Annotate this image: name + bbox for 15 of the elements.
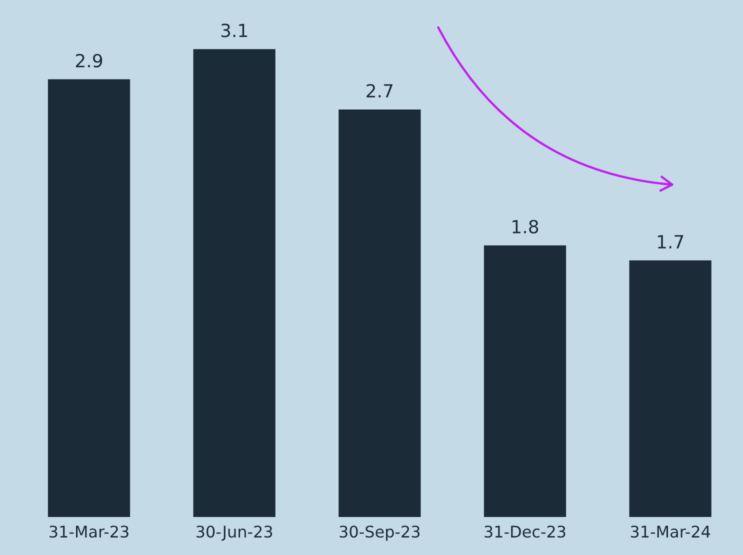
x-tick-label: 30-Sep-23 [340, 526, 420, 541]
x-tick-label: 31-Mar-23 [50, 526, 128, 538]
bar [629, 260, 712, 517]
bar [48, 79, 130, 517]
x-tick-label: 31-Dec-23 [484, 526, 566, 538]
data-label: 3.1 [221, 24, 248, 38]
bar [484, 245, 566, 517]
data-label: 2.7 [366, 84, 392, 98]
data-label: 1.7 [658, 235, 684, 248]
data-label: 2.9 [76, 54, 102, 68]
data-label: 1.8 [512, 220, 538, 234]
x-tick-label: 30-Jun-23 [196, 526, 272, 541]
x-tick-label: 31-Mar-24 [630, 526, 710, 538]
bar [193, 49, 276, 517]
bar [338, 109, 421, 517]
